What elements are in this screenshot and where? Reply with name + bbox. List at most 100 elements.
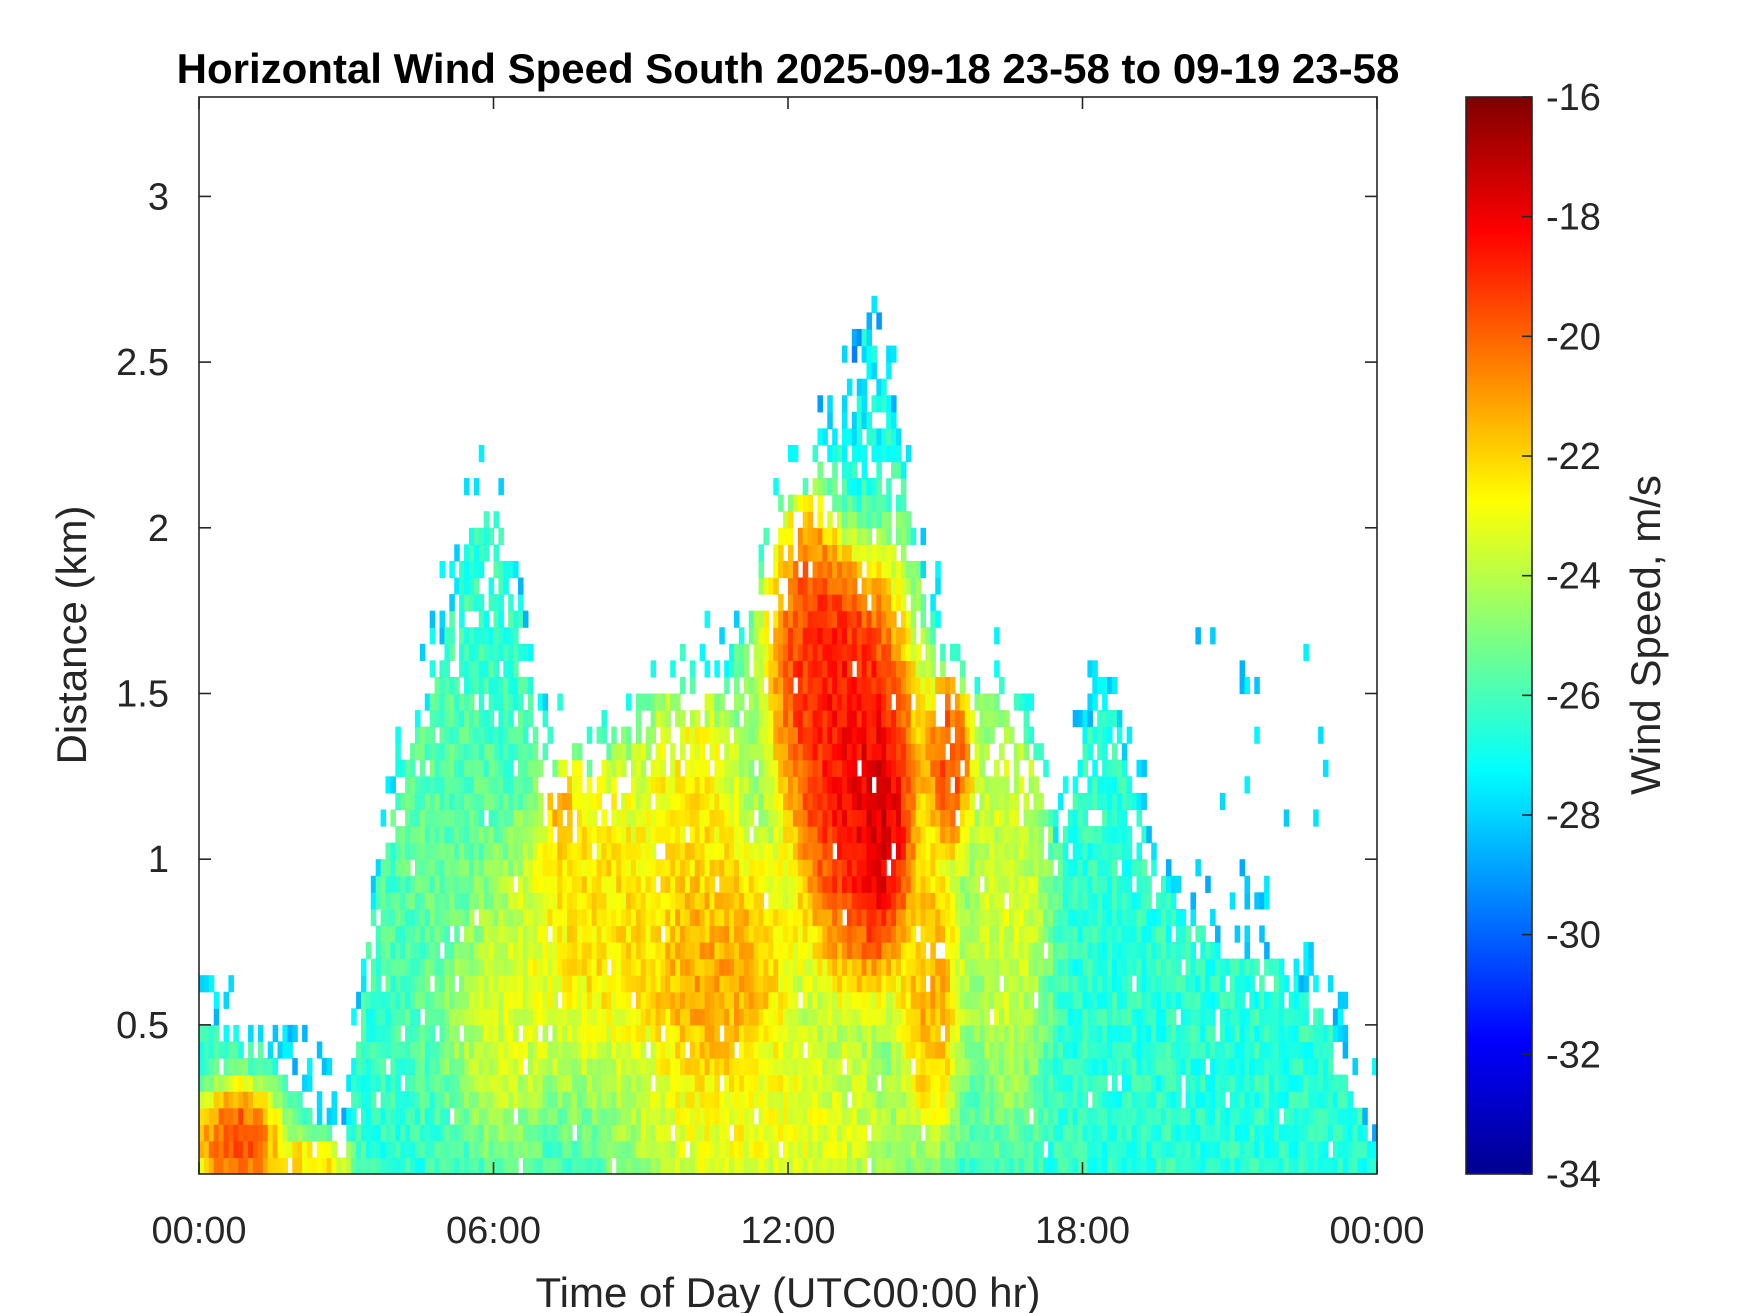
- heatmap-cell: [797, 1041, 804, 1059]
- heatmap-cell: [856, 643, 863, 661]
- heatmap-cell: [606, 1107, 612, 1125]
- heatmap-cell: [522, 726, 529, 744]
- heatmap-cell: [788, 544, 794, 562]
- heatmap-cell: [959, 710, 966, 728]
- heatmap-cell: [586, 1041, 593, 1059]
- heatmap-cell: [900, 544, 907, 562]
- heatmap-cell: [1077, 1008, 1084, 1026]
- heatmap-cell: [886, 643, 892, 661]
- heatmap-cell: [797, 1008, 804, 1026]
- heatmap-cell: [861, 461, 868, 479]
- heatmap-cell: [856, 792, 863, 811]
- heatmap-cell: [483, 1074, 490, 1092]
- heatmap-cell: [527, 892, 534, 910]
- heatmap-cell: [699, 1074, 706, 1092]
- heatmap-cell: [812, 958, 819, 976]
- heatmap-cell: [557, 1157, 563, 1174]
- heatmap-cell: [748, 1140, 755, 1159]
- heatmap-cell: [650, 842, 657, 860]
- heatmap-cell: [876, 527, 882, 545]
- heatmap-cell: [493, 991, 500, 1009]
- heatmap-cell: [788, 809, 794, 827]
- heatmap-cell: [748, 676, 755, 695]
- heatmap-cell: [562, 759, 568, 777]
- heatmap-cell: [743, 726, 750, 744]
- heatmap-cell: [797, 660, 804, 678]
- heatmap-cell: [473, 1124, 480, 1142]
- heatmap-cell: [576, 842, 583, 860]
- heatmap-cell: [360, 1091, 367, 1109]
- heatmap-cell: [969, 842, 976, 860]
- heatmap-cell: [724, 660, 730, 678]
- heatmap-cell: [954, 726, 961, 744]
- heatmap-cell: [812, 1041, 819, 1059]
- heatmap-cell: [945, 1058, 951, 1076]
- heatmap-cell: [616, 991, 622, 1009]
- heatmap-cell: [581, 1140, 588, 1159]
- heatmap-cell: [665, 1157, 671, 1174]
- heatmap-cell: [822, 776, 828, 794]
- heatmap-cell: [827, 892, 833, 910]
- heatmap-cell: [841, 627, 848, 645]
- heatmap-cell: [665, 776, 671, 794]
- heatmap-cell: [1003, 826, 1010, 844]
- heatmap-cell: [964, 759, 971, 777]
- heatmap-cell: [876, 544, 882, 562]
- heatmap-cell: [1087, 826, 1093, 844]
- heatmap-cell: [626, 1024, 632, 1043]
- heatmap-cell: [930, 710, 936, 728]
- heatmap-cell: [861, 544, 868, 562]
- heatmap-cell: [1008, 975, 1015, 993]
- heatmap-cell: [1003, 842, 1010, 860]
- heatmap-cell: [925, 1058, 931, 1076]
- heatmap-cell: [459, 1074, 465, 1092]
- heatmap-cell: [459, 892, 465, 910]
- heatmap-cell: [891, 444, 897, 463]
- heatmap-cell: [699, 792, 706, 811]
- heatmap-cell: [910, 809, 917, 827]
- heatmap-cell: [621, 1124, 627, 1142]
- heatmap-cell: [248, 1140, 254, 1159]
- heatmap-cell: [414, 743, 421, 761]
- heatmap-cell: [537, 1157, 544, 1174]
- heatmap-cell: [743, 1024, 750, 1043]
- heatmap-cell: [405, 1041, 411, 1059]
- heatmap-cell: [979, 958, 985, 976]
- heatmap-cell: [1028, 892, 1035, 910]
- heatmap-cell: [969, 1008, 976, 1026]
- heatmap-cell: [788, 676, 794, 695]
- heatmap-cell: [1057, 1008, 1064, 1026]
- heatmap-cell: [675, 792, 681, 811]
- heatmap-cell: [1038, 908, 1044, 927]
- heatmap-cell: [709, 1157, 715, 1174]
- heatmap-cell: [846, 1074, 853, 1092]
- heatmap-cell: [920, 875, 927, 893]
- heatmap-cell: [905, 710, 912, 728]
- heatmap-cell: [493, 776, 500, 794]
- heatmap-cell: [827, 610, 833, 628]
- heatmap-cell: [375, 1041, 382, 1059]
- heatmap-cell: [1038, 1157, 1044, 1174]
- heatmap-cell: [527, 809, 534, 827]
- heatmap-cell: [439, 975, 446, 993]
- heatmap-cell: [905, 908, 912, 927]
- heatmap-cell: [665, 792, 671, 811]
- heatmap-cell: [900, 1041, 907, 1059]
- heatmap-cell: [729, 975, 735, 993]
- heatmap-cell: [841, 1140, 848, 1159]
- heatmap-cell: [724, 925, 730, 943]
- heatmap-cell: [360, 958, 367, 976]
- heatmap-cell: [518, 1008, 524, 1026]
- heatmap-cell: [1013, 859, 1020, 877]
- heatmap-cell: [454, 1041, 460, 1059]
- heatmap-cell: [424, 792, 431, 811]
- heatmap-cell: [935, 826, 941, 844]
- heatmap-cell: [464, 743, 470, 761]
- heatmap-cell: [1028, 826, 1035, 844]
- heatmap-cell: [567, 809, 573, 827]
- heatmap-cell: [827, 1124, 833, 1142]
- heatmap-cell: [522, 1024, 529, 1043]
- heatmap-cell: [886, 1024, 892, 1043]
- heatmap-cell: [783, 776, 789, 794]
- heatmap-cell: [473, 1074, 480, 1092]
